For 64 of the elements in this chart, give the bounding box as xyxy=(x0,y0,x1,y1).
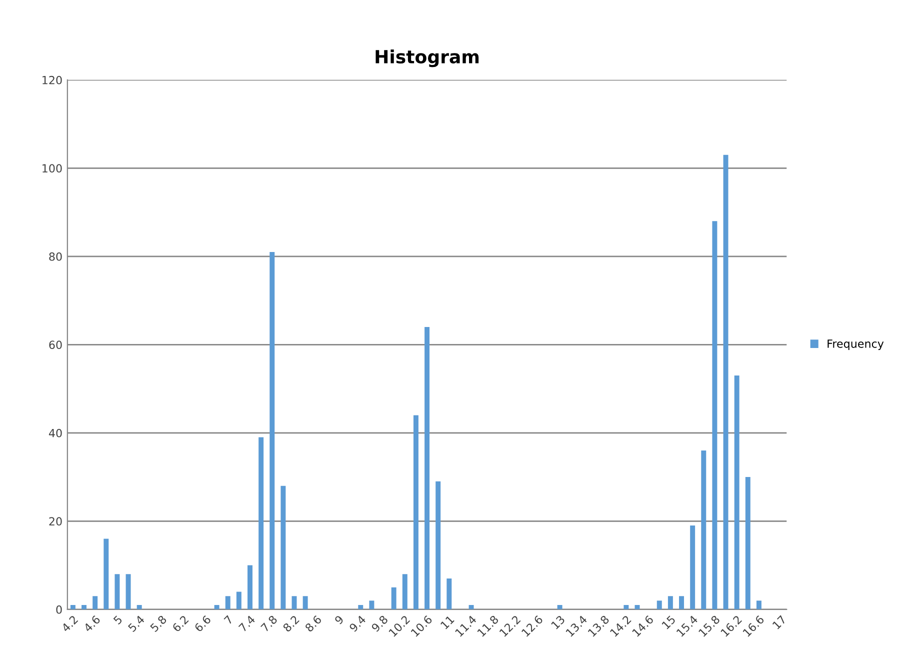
bar xyxy=(756,600,762,610)
bar xyxy=(82,604,87,610)
bar xyxy=(104,538,109,610)
x-tick-label: 6.2 xyxy=(172,615,189,632)
bar xyxy=(302,596,308,610)
bar xyxy=(114,574,120,610)
x-tick-label: 5 xyxy=(113,615,123,625)
y-tick-label: 40 xyxy=(48,428,62,438)
bar xyxy=(136,604,142,610)
x-tick-label: 7 xyxy=(224,615,234,625)
y-tick-label: 120 xyxy=(42,76,62,84)
bar xyxy=(280,486,286,610)
bar xyxy=(624,604,629,610)
chart-title: Histogram xyxy=(376,50,479,68)
y-tick-label: 0 xyxy=(56,605,62,614)
bar xyxy=(270,252,275,610)
bar xyxy=(668,596,673,610)
bar xyxy=(557,604,562,610)
bar xyxy=(468,604,474,610)
bar xyxy=(70,604,76,610)
bar xyxy=(402,574,408,610)
bar xyxy=(413,415,418,610)
x-tick-label: 5.4 xyxy=(128,614,145,632)
y-tick-label: 100 xyxy=(42,164,62,173)
y-tick-label: 80 xyxy=(49,252,62,261)
bar xyxy=(225,596,230,610)
x-tick-label: 17 xyxy=(772,615,786,630)
x-tick-label: 9.8 xyxy=(370,614,388,632)
x-tick-label: 7.4 xyxy=(238,614,256,632)
bar xyxy=(446,578,452,610)
bar xyxy=(391,587,396,610)
bar xyxy=(745,477,750,610)
x-tick-label: 5.8 xyxy=(150,614,168,632)
bar xyxy=(656,600,662,610)
bar xyxy=(248,565,252,610)
bar xyxy=(701,450,706,610)
x-tick-label: 9 xyxy=(334,614,344,625)
y-tick-label: 60 xyxy=(49,340,62,350)
x-tick-label: 4.6 xyxy=(83,614,101,632)
x-tick-label: 11 xyxy=(440,615,454,630)
x-tick-label: 6.6 xyxy=(194,614,212,632)
x-tick-label: 8.2 xyxy=(282,615,300,632)
bar xyxy=(424,327,430,610)
bar xyxy=(258,437,264,610)
legend-label: Frequency xyxy=(828,340,884,350)
bar xyxy=(734,376,740,610)
x-tick-label: 15 xyxy=(662,615,676,630)
bar xyxy=(369,600,374,610)
bar xyxy=(690,526,696,610)
bar xyxy=(723,154,728,610)
y-tick-label: 20 xyxy=(49,517,62,526)
bar xyxy=(712,221,718,610)
x-tick-label: 13 xyxy=(550,615,566,630)
bar xyxy=(214,604,220,610)
x-tick-label: 9.4 xyxy=(348,614,366,632)
bar xyxy=(236,592,242,610)
bar xyxy=(358,604,364,610)
x-tick-label: 7.8 xyxy=(260,614,278,632)
bar xyxy=(679,596,684,610)
x-tick-label: 8.6 xyxy=(304,614,322,632)
x-tick-label: 4.2 xyxy=(60,615,78,632)
bar xyxy=(92,596,98,610)
bar xyxy=(436,481,441,610)
bar xyxy=(126,574,131,610)
